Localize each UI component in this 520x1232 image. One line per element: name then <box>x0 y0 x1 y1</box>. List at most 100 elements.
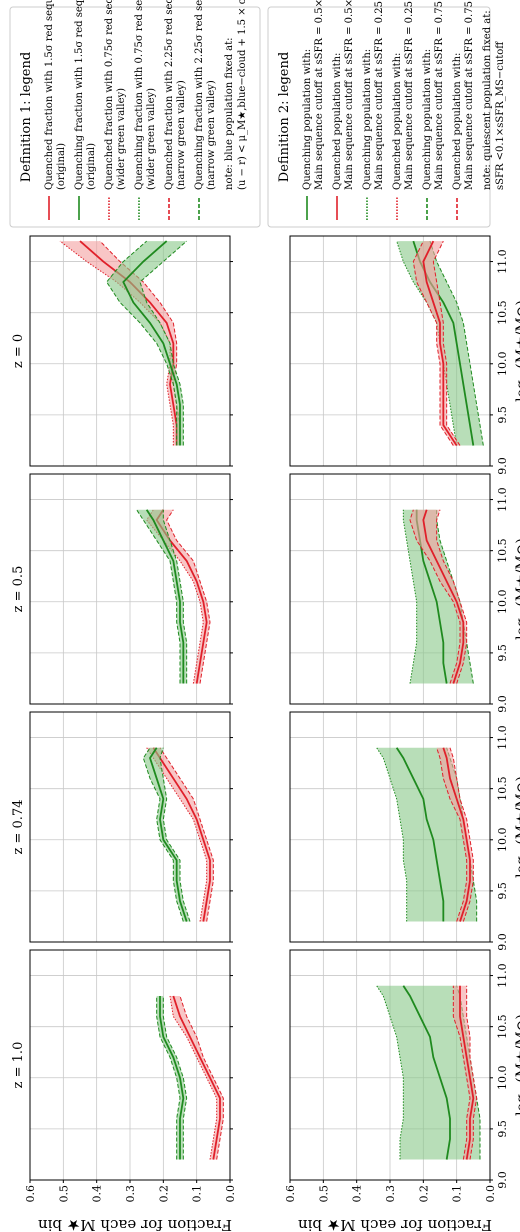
legend-2: Definition 2: legend Quenching populatio… <box>267 0 506 228</box>
y-tick-label: 0.1 <box>451 1185 464 1203</box>
legend-item-text: Quenched population with: <box>392 53 403 190</box>
quenching-band <box>106 241 187 446</box>
quenching-lower-bound <box>139 240 187 446</box>
quenched-band <box>410 509 467 684</box>
x-tick-label: 11.0 <box>496 487 509 512</box>
quenched-band <box>170 996 224 1160</box>
y-tick-label: 0.2 <box>157 1185 170 1203</box>
x-tick-label: 10.0 <box>496 590 509 615</box>
quenching-band <box>143 747 190 922</box>
quenched-lower-bound <box>159 747 214 922</box>
legend-1-frame <box>9 6 261 228</box>
panel-3: z = 0.5 <box>11 473 233 705</box>
quenching-upper-bound <box>156 996 181 1160</box>
quenched-lower-bound <box>449 747 474 922</box>
legend-item-text: Quenched fraction with 0.75σ red sequenc… <box>104 0 115 190</box>
panel-7: 9.0 9.5 10.0 10.5 11.0 log₁₀(M★/M⊙) <box>289 473 520 713</box>
quenching-band <box>403 509 474 684</box>
legend-item-text: Quenched population with: <box>452 53 463 190</box>
x-tick-label: 10.5 <box>496 1014 509 1038</box>
y-tick-label: 0.5 <box>57 1185 70 1203</box>
quenching-band <box>396 241 484 446</box>
legend-note: note: blue population fixed at: <box>224 37 235 190</box>
panel-frame <box>29 711 231 943</box>
x-tick-label: 11.0 <box>496 249 509 274</box>
quenching-upper-bound <box>136 509 181 684</box>
quenched-line <box>152 747 211 922</box>
quenching-band <box>136 509 187 684</box>
x-axis-label: log₁₀(M★/M⊙) <box>514 776 520 878</box>
x-tick-label: 10.5 <box>496 538 509 563</box>
x-tick-label: 10.0 <box>496 828 509 853</box>
y-tick-label: 0.5 <box>317 1185 330 1203</box>
panel-4: z = 0 <box>11 235 233 467</box>
quenched-upper-bound <box>412 240 454 446</box>
legend-item-text: Main sequence cutoff at sSFR = 0.25×sSFR… <box>404 0 415 190</box>
x-tick-label: 9.0 <box>496 1171 509 1189</box>
legend-item-text: (wider green valley) <box>146 88 157 190</box>
quenched-line <box>459 985 475 1160</box>
quenching-upper-bound <box>142 747 184 922</box>
panel-6: 9.0 9.5 10.0 10.5 11.0 log₁₀(M★/M⊙) <box>289 711 520 951</box>
legend-1: Definition 1: legend Quenched fraction w… <box>9 0 261 228</box>
panels-group: 0.0 0.1 0.2 0.3 0.4 0.5 0.6 z = 1.0 z = 0.74 z = … <box>11 235 520 1203</box>
x-tick-label: 9.5 <box>496 644 509 662</box>
panel-frame <box>289 473 491 705</box>
quenched-band <box>413 241 460 446</box>
panel-5: 0.0 0.1 0.2 0.3 0.4 0.5 0.6 9.0 9.5 10.0 10.5 11.0 l… <box>284 949 520 1203</box>
quenched-upper-bound <box>452 985 471 1160</box>
panel-2: z = 0.74 <box>11 711 233 943</box>
y-tick-label: 0.1 <box>191 1185 204 1203</box>
quenching-line <box>402 985 451 1160</box>
y-tick-label: 0.4 <box>91 1185 104 1203</box>
y-tick-label: 0.3 <box>384 1185 397 1203</box>
quenched-lower-bound <box>99 240 181 446</box>
quenching-lower-bound <box>162 996 188 1160</box>
quenching-line <box>395 747 445 922</box>
legend-item-text: Main sequence cutoff at sSFR = 0.5×sSFR_… <box>344 0 355 190</box>
legend-item-text: Main sequence cutoff at sSFR = 0.75×sSFR… <box>464 0 475 190</box>
y-axis-label-top: Fraction for each M★ bin <box>38 1216 232 1232</box>
quenching-band <box>376 747 477 922</box>
quenched-lower-bound <box>432 240 461 446</box>
x-tick-label: 10.0 <box>496 1066 509 1091</box>
y-tick-label: 0.6 <box>284 1185 297 1203</box>
legend-item-text: Quenching population with: <box>302 49 313 190</box>
quenching-line <box>145 509 185 684</box>
x-axis-label: log₁₀(M★/M⊙) <box>514 538 520 640</box>
legend-item-text: Quenching fraction with 1.5σ red sequenc… <box>74 0 85 190</box>
quenched-band <box>60 241 180 446</box>
x-tick-label: 9.5 <box>496 882 509 900</box>
quenched-upper-bound <box>409 509 461 684</box>
legend-2-items: Quenching population with: Main sequence … <box>302 0 506 220</box>
legend-2-title: Definition 2: legend <box>277 52 292 182</box>
quenching-lower-bound <box>162 509 188 684</box>
y-tick-label: 0.2 <box>417 1185 430 1203</box>
x-tick-label: 9.5 <box>496 1120 509 1138</box>
x-axis-label: log₁₀(M★/M⊙) <box>514 1014 520 1116</box>
y-tick-label: 0.6 <box>24 1185 37 1203</box>
x-tick-label: 9.0 <box>496 933 509 951</box>
panel-title: z = 0.5 <box>11 566 26 613</box>
quenched-line <box>442 747 471 922</box>
quenched-lower-bound <box>166 509 211 684</box>
quenched-upper-bound <box>436 747 468 922</box>
panel-frame <box>29 473 231 705</box>
x-tick-label: 10.5 <box>496 300 509 325</box>
legend-2-frame <box>267 6 491 228</box>
panel-1: 0.0 0.1 0.2 0.3 0.4 0.5 0.6 z = 1.0 <box>11 949 237 1203</box>
quenched-lower-bound <box>466 985 478 1160</box>
legend-item-text: Quenching fraction with 0.75σ red sequen… <box>134 0 145 190</box>
legend-item-text: (original) <box>86 143 97 190</box>
x-axis-label: log₁₀(M★/M⊙) <box>514 300 520 402</box>
legend-item-text: Quenched population with: <box>332 53 343 190</box>
panel-title: z = 0.74 <box>11 800 26 855</box>
legend-item-text: Quenching population with: <box>362 49 373 190</box>
legend-item-text: (original) <box>56 143 67 190</box>
panel-frame <box>29 235 231 467</box>
quenching-lower-bound <box>429 240 484 446</box>
quenching-band <box>376 985 480 1160</box>
x-tick-label: 9.0 <box>496 695 509 713</box>
y-axis-label-bottom: Fraction for each M★ bin <box>298 1216 492 1232</box>
